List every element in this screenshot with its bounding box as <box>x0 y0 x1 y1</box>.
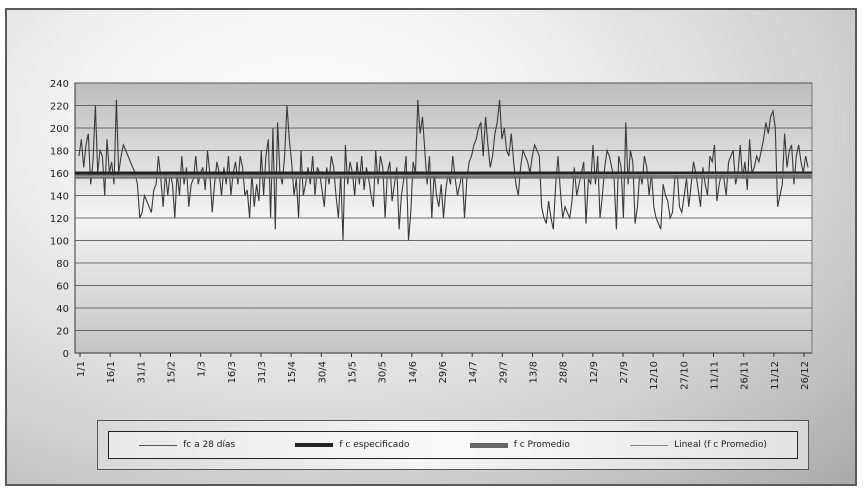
x-tick-label: 31/3 <box>257 361 268 383</box>
chart-frame: 0 20 40 60 80 100 120 140 160 180 200 220 240 1/1 16/1… <box>5 8 857 486</box>
x-tick-label: 1/1 <box>76 361 87 377</box>
x-tick-label: 15/4 <box>287 361 298 383</box>
legend-swatch <box>295 443 334 447</box>
x-tick-label: 15/5 <box>348 361 359 383</box>
x-tick-label: 28/8 <box>559 361 570 383</box>
x-tick-label: 1/3 <box>197 361 208 377</box>
series-line-lineal <box>74 173 813 177</box>
x-tick-label: 11/11 <box>710 361 721 390</box>
y-tick-label: 40 <box>56 304 69 315</box>
x-tick-label: 14/7 <box>468 361 479 383</box>
y-tick-label: 80 <box>56 259 69 270</box>
legend-item-fc-promedio: f c Promedio <box>469 440 570 450</box>
x-tick-label: 14/6 <box>408 361 419 383</box>
line-chart: 0 20 40 60 80 100 120 140 160 180 200 220 240 1/1 16/1… <box>50 79 813 390</box>
legend: fc a 28 días f c especificado f c Promed… <box>97 420 809 470</box>
legend-box: fc a 28 días f c especificado f c Promed… <box>108 431 798 459</box>
legend-item-lineal: Lineal (f c Promedio) <box>630 440 767 450</box>
x-tick-label: 12/9 <box>589 361 600 383</box>
legend-label: f c especificado <box>339 440 410 450</box>
x-tick-label: 31/1 <box>136 361 147 383</box>
x-tick-label: 13/8 <box>529 361 540 383</box>
x-tick-label: 29/6 <box>438 361 449 383</box>
x-tick-label: 26/12 <box>800 361 811 390</box>
legend-swatch <box>139 444 178 446</box>
y-tick-label: 200 <box>50 124 69 135</box>
legend-item-fc-especificado: f c especificado <box>295 440 410 450</box>
x-tick-label: 12/10 <box>649 361 660 390</box>
y-tick-label: 240 <box>50 79 69 90</box>
y-tick-label: 60 <box>56 282 69 293</box>
y-tick-label: 0 <box>63 349 69 360</box>
x-tick-label: 16/3 <box>227 361 238 383</box>
x-tick-label: 16/1 <box>106 361 117 383</box>
x-tick-label: 27/9 <box>619 361 630 383</box>
legend-label: Lineal (f c Promedio) <box>674 440 767 450</box>
legend-item-fc-28: fc a 28 días <box>139 440 235 450</box>
x-tick-label: 11/12 <box>770 361 781 390</box>
y-tick-label: 220 <box>50 102 69 113</box>
x-tick-label: 15/2 <box>167 361 178 383</box>
x-tick-label: 30/4 <box>317 361 328 383</box>
legend-swatch <box>469 442 508 448</box>
y-tick-label: 120 <box>50 214 69 225</box>
legend-label: f c Promedio <box>513 440 570 450</box>
y-tick-label: 100 <box>50 237 69 248</box>
y-tick-label: 20 <box>56 327 69 338</box>
y-tick-label: 160 <box>50 169 69 180</box>
x-tick-label: 27/10 <box>679 361 690 390</box>
x-tick-label: 30/5 <box>378 361 389 383</box>
legend-swatch <box>630 444 669 446</box>
x-tick-label: 26/11 <box>740 361 751 390</box>
x-tick-label: 29/7 <box>498 361 509 383</box>
y-tick-label: 140 <box>50 192 69 203</box>
legend-label: fc a 28 días <box>183 440 236 450</box>
y-tick-label: 180 <box>50 147 69 158</box>
